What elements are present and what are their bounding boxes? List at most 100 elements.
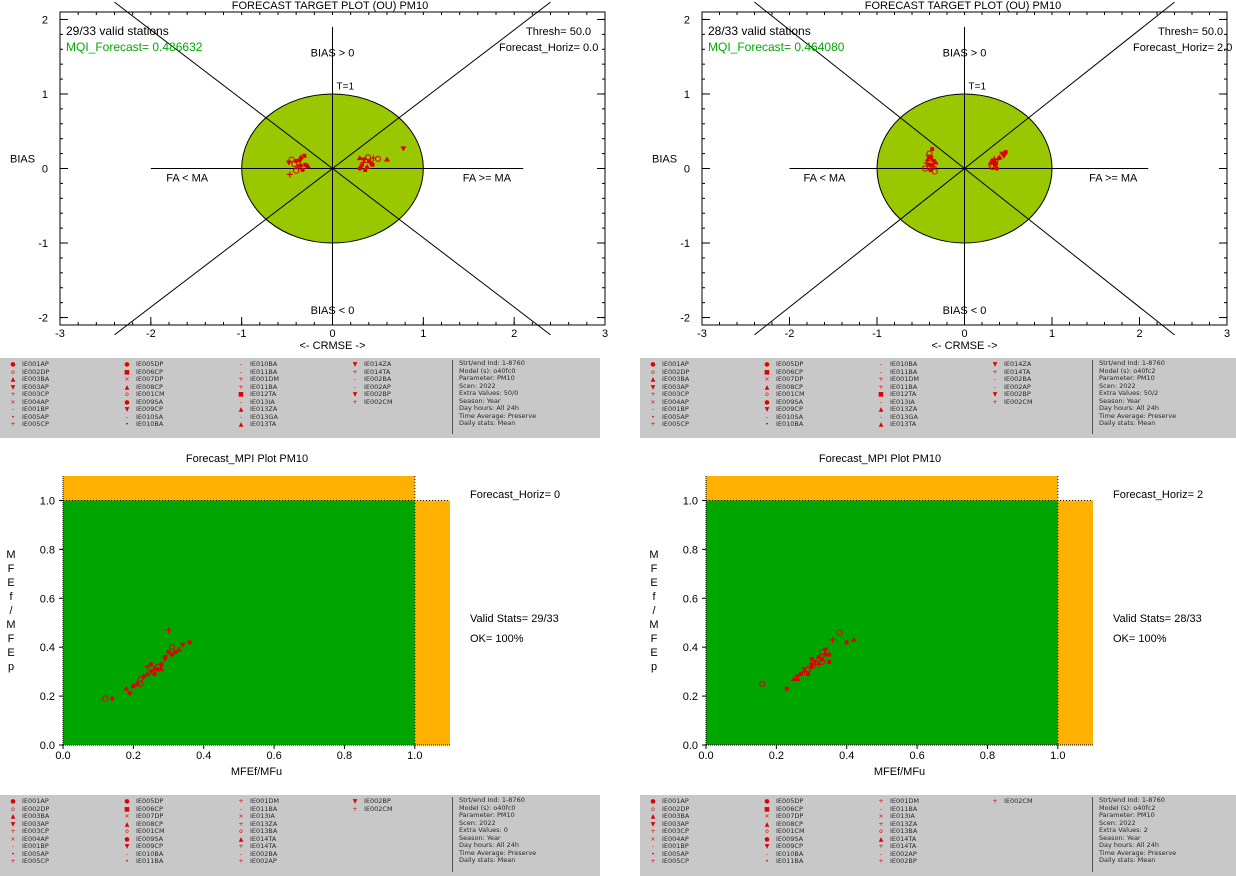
chart-title: Forecast_MPI Plot PM10 bbox=[186, 453, 308, 465]
data-point bbox=[363, 167, 368, 172]
legend-station-label: IE011BA bbox=[890, 804, 918, 813]
legend-marker-icon: × bbox=[10, 398, 16, 406]
x-tick-label: 0.6 bbox=[909, 750, 924, 762]
y-axis-label-char: F bbox=[651, 633, 658, 645]
legend-station-label: IE005DP bbox=[776, 797, 804, 805]
legend-marker-icon: × bbox=[764, 813, 770, 820]
legend-marker-icon: ▼ bbox=[992, 361, 998, 368]
legend-marker-icon: - bbox=[11, 406, 15, 413]
legend-station-label: IE009CP bbox=[776, 405, 803, 413]
legend-item: + IE014TA bbox=[986, 368, 1033, 377]
legend-marker-icon: ● bbox=[10, 798, 16, 805]
legend-column: ● IE001AP o IE002DP ▲ IE003BA ▼ IE003AP + IE003CP… bbox=[4, 797, 49, 866]
data-point bbox=[932, 159, 939, 165]
legend-item: ● IE009SA bbox=[758, 398, 805, 407]
data-point bbox=[303, 162, 308, 167]
data-point bbox=[384, 156, 390, 162]
data-point bbox=[844, 640, 849, 645]
legend-station-label: IE010BA bbox=[776, 849, 804, 858]
legend-marker-icon: ▼ bbox=[10, 820, 16, 828]
legend-station-label: IE001BP bbox=[662, 405, 689, 413]
legend-item: + IE001DM bbox=[232, 797, 279, 806]
legend-station-label: IE003BA bbox=[22, 375, 50, 383]
legend-column: ● IE005DP ■ IE006CP × IE007DP ▲ IE008CP o IE001CM… bbox=[118, 360, 165, 429]
legend-marker-icon: o bbox=[11, 805, 15, 813]
legend-item: × IE013IA bbox=[872, 812, 919, 821]
legend-station-label: IE002DP bbox=[662, 367, 690, 376]
legend-station-label: IE007DP bbox=[136, 812, 164, 820]
legend-item: ▲ IE014TA bbox=[232, 835, 279, 844]
data-point bbox=[822, 647, 829, 653]
data-point bbox=[759, 680, 766, 687]
data-point bbox=[850, 636, 857, 642]
legend-station-label: IE003AP bbox=[22, 382, 49, 391]
legend-item: - IE010BA bbox=[758, 849, 805, 859]
data-point bbox=[170, 652, 175, 657]
legend-item: + IE001DM bbox=[232, 375, 279, 384]
legend-info-line: Parameter: PM10 bbox=[1099, 811, 1155, 819]
legend-info-panel: Strt/end Ind: 1-8760 Model (s): o40fc2 Par… bbox=[1092, 796, 1176, 872]
legend-station-label: IE013ZA bbox=[890, 405, 918, 413]
data-point bbox=[288, 156, 295, 163]
legend-item: ▼ IE003AP bbox=[644, 383, 689, 392]
legend-item: + IE011BA bbox=[232, 383, 279, 392]
legend-info-line: Daily stats: Mean bbox=[459, 419, 516, 427]
legend-info-line: Scen: 2022 bbox=[1099, 818, 1136, 827]
legend-marker-icon: o bbox=[11, 368, 15, 376]
legend-marker-icon: - bbox=[993, 376, 997, 383]
legend-station-label: IE002BA bbox=[250, 849, 278, 858]
legend-item: • IE005AP bbox=[644, 850, 689, 859]
legend-marker-icon: + bbox=[992, 368, 998, 376]
fa-ge-label: FA >= MA bbox=[463, 173, 512, 185]
data-point bbox=[996, 154, 1003, 160]
valid-stations-label: 29/33 valid stations bbox=[66, 24, 169, 38]
legend-marker-icon: ● bbox=[650, 798, 656, 805]
data-point bbox=[928, 167, 933, 173]
bias-positive-label: BIAS > 0 bbox=[311, 48, 355, 60]
y-tick-label: 1 bbox=[42, 89, 48, 101]
legend-info-panel: Strt/end Ind: 1-8760 Model (s): o40fc0 Par… bbox=[452, 796, 536, 872]
legend-item: • IE011BA bbox=[758, 857, 805, 866]
legend-station-label: IE002CM bbox=[364, 397, 393, 406]
legend-station-label: IE009SA bbox=[776, 834, 804, 843]
legend-item: ▼ IE009CP bbox=[118, 405, 165, 414]
legend-item: o IE002DP bbox=[644, 805, 689, 814]
legend-item: ● IE009SA bbox=[118, 835, 165, 844]
legend-station-label: IE002CM bbox=[364, 804, 393, 813]
data-point bbox=[374, 155, 382, 162]
legend-item: • IE005AP bbox=[4, 413, 49, 422]
legend-box-1: ● IE001AP o IE002DP ▲ IE003BA ▼ IE003AP + IE003CP… bbox=[0, 358, 600, 438]
legend-item: - IE010BA bbox=[232, 360, 279, 369]
legend-marker-icon: • bbox=[11, 850, 15, 858]
legend-item: + IE002CM bbox=[986, 398, 1032, 407]
legend-info-line: Time Average: Preserve bbox=[459, 411, 537, 420]
legend-item: ■ IE006CP bbox=[118, 368, 165, 377]
legend-item: - IE011BA bbox=[232, 805, 279, 814]
data-point bbox=[168, 644, 176, 651]
legend-item: - IE011BA bbox=[872, 804, 919, 814]
legend-item: ■ IE012TA bbox=[872, 390, 919, 399]
data-point bbox=[133, 680, 140, 687]
legend-marker-icon: ▼ bbox=[764, 843, 770, 850]
legend-station-label: IE007DP bbox=[776, 375, 804, 383]
legend-item: ● IE001AP bbox=[644, 360, 689, 369]
data-point bbox=[297, 154, 304, 160]
legend-station-label: IE013IA bbox=[250, 812, 275, 820]
legend-item: + IE005CP bbox=[644, 857, 689, 866]
data-point bbox=[187, 640, 192, 645]
legend-marker-icon: o bbox=[765, 828, 769, 835]
legend-station-label: IE001BP bbox=[22, 842, 49, 850]
legend-info-panel: Strt/end Ind: 1-8760 Model (s): o40fc0 Par… bbox=[452, 359, 537, 434]
legend-info-line: Strt/end Ind: 1-8760 bbox=[459, 359, 525, 367]
y-tick-label: -2 bbox=[680, 313, 690, 325]
y-tick-label: 0.0 bbox=[40, 740, 55, 752]
legend-item: × IE007DP bbox=[118, 375, 165, 384]
legend-marker-icon: + bbox=[10, 858, 16, 865]
data-point bbox=[364, 164, 371, 170]
legend-station-label: IE003AP bbox=[662, 819, 689, 828]
y-tick-label: 1.0 bbox=[683, 495, 698, 507]
legend-marker-icon: ■ bbox=[764, 805, 770, 813]
legend-marker-icon: ● bbox=[124, 798, 130, 805]
legend-marker-icon: + bbox=[238, 858, 244, 865]
y-axis-label-char: / bbox=[652, 605, 656, 617]
